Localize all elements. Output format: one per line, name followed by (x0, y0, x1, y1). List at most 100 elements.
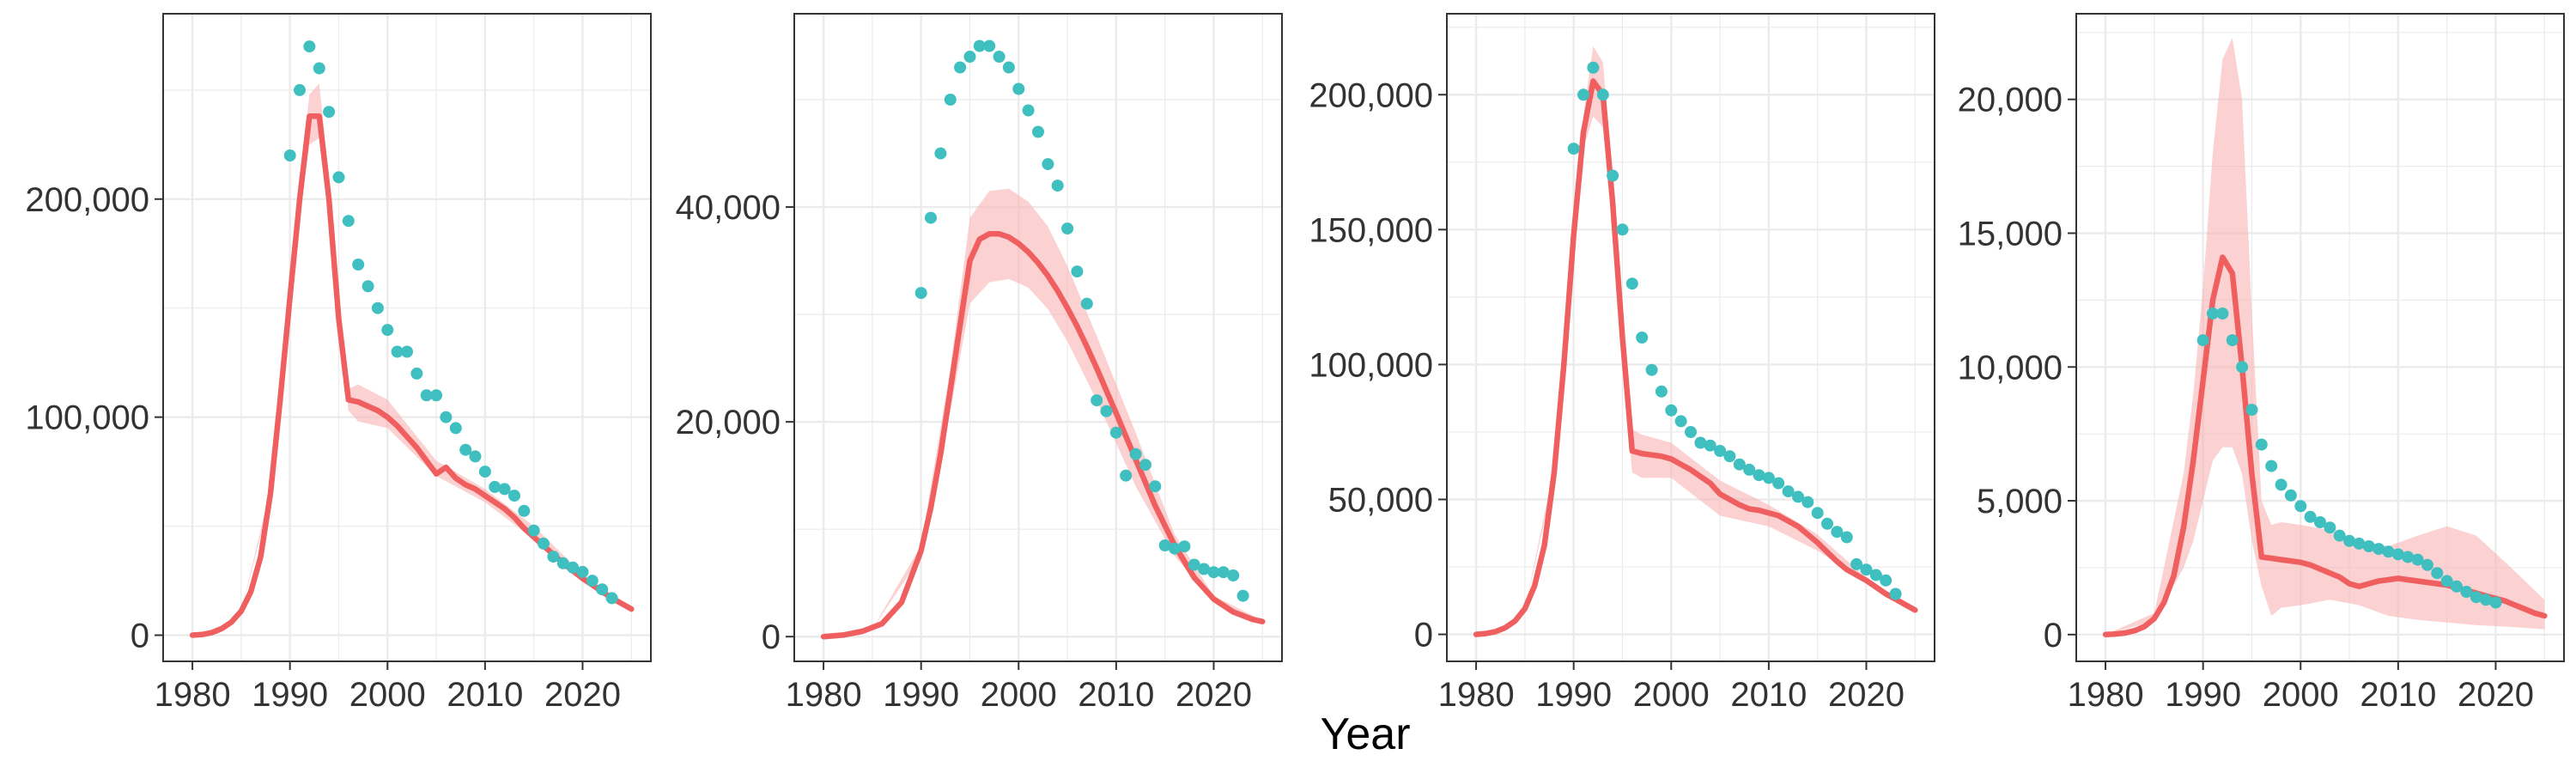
data-point (401, 345, 413, 358)
data-point (2440, 575, 2453, 587)
data-point (944, 94, 957, 106)
data-point (1022, 104, 1035, 117)
data-point (2411, 553, 2424, 566)
data-point (576, 565, 589, 578)
data-point (2451, 580, 2463, 593)
data-point (2226, 334, 2239, 347)
data-point (303, 40, 316, 53)
data-point (1889, 587, 1902, 600)
data-point (2216, 307, 2229, 320)
x-tick-label: 2010 (1078, 676, 1154, 714)
x-tick-label: 2000 (349, 676, 426, 714)
panel-border (2075, 13, 2565, 662)
data-point (2333, 529, 2346, 542)
data-point (1782, 485, 1795, 498)
data-point (2324, 521, 2336, 534)
data-point (1792, 490, 1804, 503)
x-tick-label: 1980 (1438, 676, 1515, 714)
data-point (1665, 404, 1678, 417)
data-point (2353, 537, 2366, 550)
y-tick-label: 40,000 (676, 189, 781, 227)
data-point (1149, 480, 1162, 493)
y-tick-label: 200,000 (1309, 76, 1433, 114)
x-tick-label: 2010 (447, 676, 523, 714)
data-point (2245, 404, 2258, 417)
data-point (1821, 517, 1833, 530)
x-tick-label: 1990 (252, 676, 328, 714)
data-point (2402, 551, 2415, 563)
x-tick-label: 1980 (786, 676, 862, 714)
data-point (527, 524, 540, 537)
data-point (2391, 548, 2404, 561)
data-point (596, 583, 609, 596)
data-point (1080, 297, 1093, 310)
data-point (1762, 472, 1775, 484)
data-point (567, 561, 580, 574)
data-point (1743, 463, 1756, 476)
data-point (352, 259, 365, 271)
data-point (993, 51, 1005, 63)
data-point (2431, 567, 2444, 580)
x-tick-label: 2020 (544, 676, 621, 714)
data-point (371, 301, 384, 314)
y-tick-label: 20,000 (1958, 82, 2063, 119)
data-point (469, 450, 482, 463)
panel-border (793, 13, 1283, 662)
data-point (508, 490, 520, 502)
data-point (1723, 450, 1736, 463)
data-point (914, 287, 927, 300)
data-point (518, 504, 531, 517)
data-point (1674, 415, 1687, 428)
data-point (449, 422, 462, 435)
data-point (1577, 88, 1589, 101)
data-point (1694, 436, 1707, 449)
data-point (1178, 540, 1191, 553)
data-point (313, 62, 325, 75)
data-point (605, 592, 618, 605)
chart-panel-1: 1980 1990 2000 2010 2020 0 100,000 200,000 (25, 13, 652, 714)
y-tick-label: 10,000 (1958, 349, 2063, 386)
data-point (1860, 563, 1873, 576)
chart-panel-2: 1980 1990 2000 2010 2020 0 20,000 40,000 (676, 13, 1283, 714)
data-point (1198, 563, 1211, 575)
data-point (963, 51, 976, 63)
x-tick-label: 2010 (1730, 676, 1807, 714)
data-point (1587, 61, 1600, 74)
fit-line (1473, 78, 1918, 637)
y-tick-label: 15,000 (1958, 215, 2063, 253)
chart-panel-3: 1980 1990 2000 2010 2020 0 50,000 100,000 150,00… (1309, 13, 1935, 714)
y-tick-label: 100,000 (25, 399, 149, 437)
data-point (332, 171, 345, 184)
data-point (430, 389, 443, 402)
data-point (1158, 539, 1171, 551)
y-tick-label: 50,000 (1328, 482, 1433, 520)
data-point (1655, 385, 1668, 398)
data-point (2480, 593, 2493, 606)
x-tick-label: 1990 (2165, 676, 2241, 714)
data-point (294, 83, 306, 96)
data-point (1051, 180, 1064, 192)
data-point (1139, 459, 1151, 472)
y-tick-label: 0 (762, 618, 781, 656)
panel-background (1447, 14, 1935, 661)
y-tick-label: 0 (2044, 617, 2063, 654)
x-tick-label: 1980 (2068, 676, 2144, 714)
data-point (954, 61, 967, 74)
x-tick-label: 1990 (1535, 676, 1612, 714)
data-point (983, 40, 996, 52)
data-point (547, 551, 560, 563)
data-point (361, 280, 374, 293)
data-point (2470, 591, 2482, 604)
data-point (2265, 460, 2278, 472)
data-point (973, 40, 986, 52)
x-tick-label: 2010 (2360, 676, 2436, 714)
y-tick-label: 20,000 (676, 404, 781, 441)
data-point (2284, 489, 2297, 502)
data-point (1772, 477, 1785, 490)
data-point (1002, 61, 1015, 74)
data-point (323, 106, 336, 119)
data-point (2236, 361, 2249, 374)
data-point (1714, 445, 1727, 457)
data-point (1236, 589, 1249, 602)
